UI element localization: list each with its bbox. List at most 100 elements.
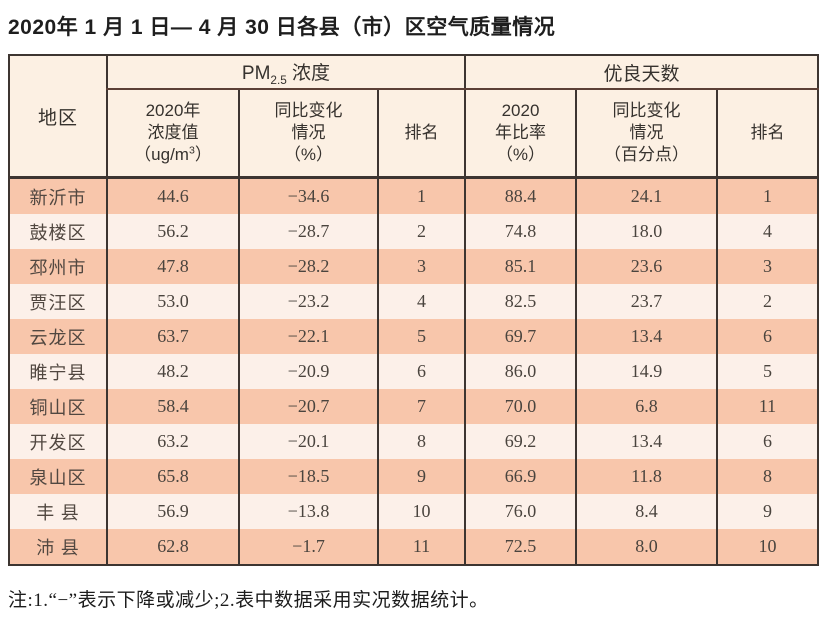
cell-good-change: 8.0: [575, 529, 717, 565]
cell-good-change: 13.4: [575, 319, 717, 354]
pm-value-header-line3: （ug/m3）: [108, 144, 238, 166]
cell-pm-change: −34.6: [238, 177, 378, 214]
pm-value-header-line2: 浓度值: [147, 122, 199, 142]
pm25-label-suffix: 浓度: [286, 62, 331, 84]
cell-pm-change: −1.7: [238, 529, 378, 565]
cell-good-rank: 6: [715, 319, 819, 354]
cell-good-rate: 86.0: [464, 354, 576, 389]
cell-good-rate: 76.0: [464, 494, 576, 529]
column-header-pm-value: 2020年 浓度值 （ug/m3）: [106, 89, 239, 179]
cell-pm-value: 47.8: [106, 249, 239, 284]
cell-region: 邳州市: [8, 249, 107, 284]
header-sub-row: 2020年 浓度值 （ug/m3） 同比变化 情况 （%） 排名 2020 年比…: [9, 89, 819, 179]
good-change-header-line2: 情况: [629, 122, 664, 142]
pm-change-header-line2: 情况: [291, 122, 326, 142]
cell-good-change: 11.8: [575, 459, 717, 494]
table-header: 地区 PM2.5 浓度 优良天数 2020年 浓度值 （ug/m3） 同比变化 …: [8, 55, 819, 179]
cell-good-rank: 1: [715, 177, 819, 214]
cell-good-rank: 10: [715, 529, 819, 565]
cell-good-rank: 11: [715, 389, 819, 424]
cell-pm-change: −13.8: [238, 494, 378, 529]
column-header-pm-rank: 排名: [377, 89, 465, 179]
column-header-region: 地区: [8, 55, 107, 179]
table-row: 开发区 63.2 −20.1 8 69.2 13.4 6: [8, 424, 819, 459]
good-rate-header-line2: 年比率: [495, 122, 546, 142]
cell-pm-rank: 4: [377, 284, 465, 319]
cell-pm-rank: 9: [377, 459, 465, 494]
cell-good-rank: 2: [715, 284, 819, 319]
cell-good-change: 24.1: [575, 177, 717, 214]
cell-good-rate: 82.5: [464, 284, 576, 319]
pm-change-header-line3: （%）: [283, 145, 334, 165]
pm-value-unit-prefix: （ug/m: [134, 145, 189, 165]
cell-good-rank: 5: [715, 354, 819, 389]
cell-good-rate: 70.0: [464, 389, 576, 424]
pm25-label-prefix: PM: [241, 62, 271, 84]
table-row: 鼓楼区 56.2 −28.7 2 74.8 18.0 4: [8, 214, 819, 249]
cell-pm-rank: 3: [377, 249, 465, 284]
pm-value-unit-suffix: ）: [194, 145, 212, 165]
cell-pm-change: −28.7: [238, 214, 378, 249]
cell-pm-change: −23.2: [238, 284, 378, 319]
cell-good-change: 14.9: [575, 354, 717, 389]
cell-pm-rank: 10: [377, 494, 465, 529]
cell-pm-change: −18.5: [238, 459, 378, 494]
cell-good-rank: 8: [715, 459, 819, 494]
cell-good-change: 13.4: [575, 424, 717, 459]
column-group-good-days: 优良天数: [463, 55, 819, 90]
table-row: 新沂市 44.6 −34.6 1 88.4 24.1 1: [8, 177, 819, 214]
cell-region: 泉山区: [8, 459, 107, 494]
header-group-row: 地区 PM2.5 浓度 优良天数: [8, 55, 819, 179]
air-quality-table: 地区 PM2.5 浓度 优良天数 2020年 浓度值 （ug/m3） 同比变化 …: [8, 54, 820, 566]
cell-good-rate: 72.5: [464, 529, 576, 565]
good-change-header-line1: 同比变化: [612, 100, 681, 120]
pm-value-header-line1: 2020年: [145, 100, 201, 120]
cell-pm-change: −28.2: [238, 249, 378, 284]
cell-good-change: 23.7: [575, 284, 717, 319]
table-row: 云龙区 63.7 −22.1 5 69.7 13.4 6: [8, 319, 819, 354]
cell-good-rate: 69.7: [464, 319, 576, 354]
good-rate-header-line3: （%）: [495, 145, 546, 165]
cell-pm-value: 44.6: [106, 177, 239, 214]
column-header-good-change: 同比变化 情况 （百分点）: [575, 89, 717, 179]
cell-pm-rank: 7: [377, 389, 465, 424]
cell-good-rank: 4: [715, 214, 819, 249]
table-body: 新沂市 44.6 −34.6 1 88.4 24.1 1 鼓楼区 56.2 −2…: [8, 177, 819, 565]
cell-good-rate: 88.4: [464, 177, 576, 214]
cell-region: 铜山区: [8, 389, 107, 424]
cell-pm-value: 53.0: [106, 284, 239, 319]
cell-pm-change: −20.9: [238, 354, 378, 389]
table-row: 丰 县 56.9 −13.8 10 76.0 8.4 9: [8, 494, 819, 529]
cell-region: 开发区: [8, 424, 107, 459]
cell-good-change: 6.8: [575, 389, 717, 424]
cell-pm-rank: 5: [377, 319, 465, 354]
cell-pm-value: 58.4: [106, 389, 239, 424]
cell-pm-value: 62.8: [106, 529, 239, 565]
cell-pm-change: −20.1: [238, 424, 378, 459]
cell-region: 沛 县: [8, 529, 107, 565]
cell-pm-value: 56.9: [106, 494, 239, 529]
cell-region: 睢宁县: [8, 354, 107, 389]
cell-pm-rank: 8: [377, 424, 465, 459]
cell-region: 鼓楼区: [8, 214, 107, 249]
pm-change-header-line1: 同比变化: [274, 100, 343, 120]
table-row: 邳州市 47.8 −28.2 3 85.1 23.6 3: [8, 249, 819, 284]
page-title: 2020年 1 月 1 日— 4 月 30 日各县（市）区空气质量情况: [8, 16, 556, 39]
table-row: 铜山区 58.4 −20.7 7 70.0 6.8 11: [8, 389, 819, 424]
column-group-pm25: PM2.5 浓度: [106, 55, 465, 90]
cell-good-rate: 66.9: [464, 459, 576, 494]
cell-good-rank: 3: [715, 249, 819, 284]
good-rate-header-line1: 2020: [501, 100, 540, 120]
cell-region: 贾汪区: [8, 284, 107, 319]
cell-pm-change: −20.7: [238, 389, 378, 424]
column-header-good-rank: 排名: [715, 89, 819, 179]
cell-region: 丰 县: [8, 494, 107, 529]
column-header-pm-change: 同比变化 情况 （%）: [238, 89, 378, 179]
cell-region: 云龙区: [8, 319, 107, 354]
cell-pm-rank: 6: [377, 354, 465, 389]
table-row: 贾汪区 53.0 −23.2 4 82.5 23.7 2: [8, 284, 819, 319]
table-row: 睢宁县 48.2 −20.9 6 86.0 14.9 5: [8, 354, 819, 389]
cell-good-rate: 69.2: [464, 424, 576, 459]
cell-pm-change: −22.1: [238, 319, 378, 354]
